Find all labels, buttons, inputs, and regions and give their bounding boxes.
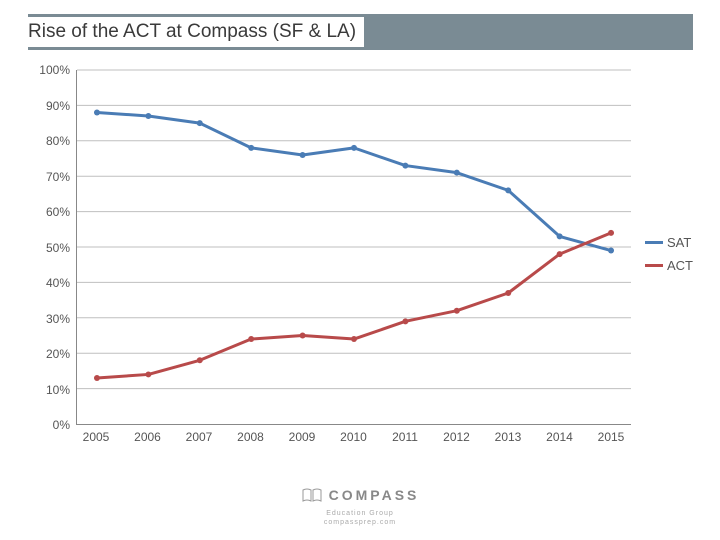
brand-subtitle-1: Education Group <box>0 510 720 517</box>
y-axis-label: 60% <box>28 205 70 219</box>
plot-area <box>76 70 631 425</box>
x-axis-label: 2013 <box>488 430 528 444</box>
legend: SAT ACT <box>645 235 693 281</box>
chart-title: Rise of the ACT at Compass (SF & LA) <box>26 17 364 47</box>
brand-logo: COMPASS <box>301 487 420 503</box>
x-axis-label: 2015 <box>591 430 631 444</box>
y-axis-label: 90% <box>28 99 70 113</box>
chart-svg <box>77 70 631 424</box>
x-axis-label: 2006 <box>128 430 168 444</box>
x-axis-label: 2009 <box>282 430 322 444</box>
y-axis-label: 80% <box>28 134 70 148</box>
legend-label-act: ACT <box>667 258 693 273</box>
legend-swatch-act <box>645 264 663 267</box>
x-axis-label: 2008 <box>231 430 271 444</box>
y-axis-label: 10% <box>28 383 70 397</box>
y-axis-label: 0% <box>28 418 70 432</box>
y-axis-label: 40% <box>28 276 70 290</box>
x-axis-label: 2005 <box>76 430 116 444</box>
y-axis-label: 50% <box>28 241 70 255</box>
legend-item-sat: SAT <box>645 235 693 250</box>
y-axis-label: 20% <box>28 347 70 361</box>
x-axis-label: 2014 <box>540 430 580 444</box>
book-icon <box>301 487 323 503</box>
footer-logo: COMPASS Education Group compassprep.com <box>0 487 720 526</box>
y-axis-label: 30% <box>28 312 70 326</box>
y-axis-label: 100% <box>28 63 70 77</box>
brand-subtitle-2: compassprep.com <box>0 519 720 526</box>
x-axis-label: 2012 <box>437 430 477 444</box>
legend-swatch-sat <box>645 241 663 244</box>
chart: 0%10%20%30%40%50%60%70%80%90%100% 200520… <box>28 70 693 465</box>
title-bar: Rise of the ACT at Compass (SF & LA) <box>28 14 693 50</box>
x-axis-label: 2010 <box>334 430 374 444</box>
x-axis-label: 2011 <box>385 430 425 444</box>
x-axis-label: 2007 <box>179 430 219 444</box>
y-axis-label: 70% <box>28 170 70 184</box>
brand-name: COMPASS <box>329 487 420 503</box>
legend-label-sat: SAT <box>667 235 691 250</box>
legend-item-act: ACT <box>645 258 693 273</box>
